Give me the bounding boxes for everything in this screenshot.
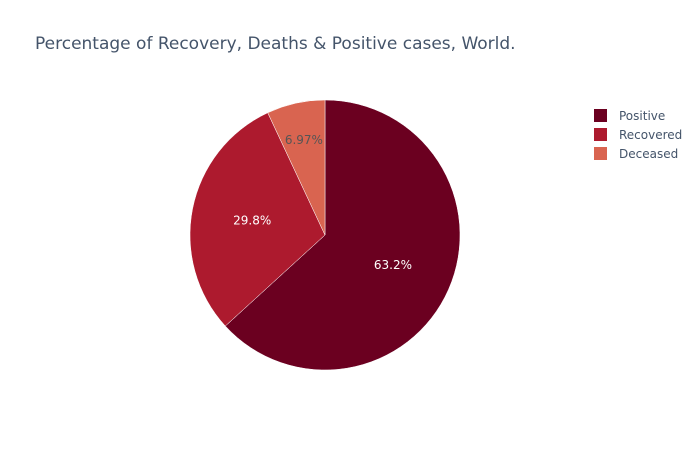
legend-swatch-recovered: [594, 128, 607, 141]
legend-item-recovered[interactable]: Recovered: [594, 125, 682, 144]
pie-slice-positive[interactable]: [224, 99, 461, 371]
legend-item-deceased[interactable]: Deceased: [594, 144, 682, 163]
pie-slice-label-recovered: 29.8%: [233, 214, 271, 228]
pie-slice-label-positive: 63.2%: [374, 258, 412, 272]
pie-slice-deceased[interactable]: [267, 99, 326, 236]
pie-slice-label-deceased: 6.97%: [285, 133, 323, 147]
legend-label-deceased: Deceased: [619, 146, 679, 161]
chart-title: Percentage of Recovery, Deaths & Positiv…: [35, 34, 516, 54]
pie-slices: [189, 99, 461, 371]
pie-slice-recovered[interactable]: [189, 112, 326, 327]
legend-swatch-deceased: [594, 147, 607, 160]
legend-swatch-positive: [594, 109, 607, 122]
pie-slice-labels: 63.2% 29.8% 6.97%: [233, 133, 412, 272]
legend-item-positive[interactable]: Positive: [594, 106, 682, 125]
legend-label-recovered: Recovered: [619, 127, 683, 142]
legend: Positive Recovered Deceased: [594, 106, 682, 163]
legend-label-positive: Positive: [619, 108, 666, 123]
